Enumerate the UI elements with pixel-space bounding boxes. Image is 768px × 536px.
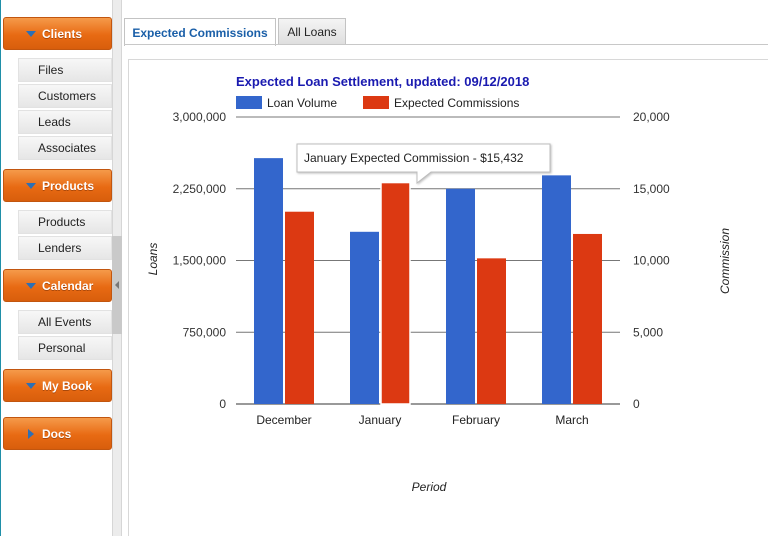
y-tick-label-right: 20,000 <box>633 110 670 124</box>
bar-loan-volume-february[interactable] <box>446 188 475 404</box>
y-tick-label-left: 3,000,000 <box>173 110 227 124</box>
bar-expected-commissions-february[interactable] <box>477 258 506 404</box>
sidebar: Clients Files Customers Leads Associates… <box>1 0 112 536</box>
y-axis-label-left: Loans <box>146 243 160 276</box>
legend-label-loan-volume: Loan Volume <box>267 96 337 110</box>
chevron-down-icon <box>26 183 36 189</box>
y-tick-label-left: 1,500,000 <box>173 254 227 268</box>
x-axis-label: Period <box>412 480 447 494</box>
y-tick-label-right: 0 <box>633 397 640 411</box>
window-left-border <box>0 0 1 536</box>
sidebar-item-files[interactable]: Files <box>18 58 112 82</box>
y-axis-right-ticks: 0 5,000 10,000 15,000 20,000 <box>633 110 670 411</box>
x-tick-label: December <box>256 413 311 427</box>
y-tick-label-right: 10,000 <box>633 254 670 268</box>
sidebar-item-personal[interactable]: Personal <box>18 336 112 360</box>
chevron-down-icon <box>26 31 36 37</box>
x-tick-label: January <box>359 413 402 427</box>
x-axis-ticks: December January February March <box>256 413 588 427</box>
legend-swatch-loan-volume <box>236 96 262 109</box>
chart-title: Expected Loan Settlement, updated: 09/12… <box>236 74 529 89</box>
tabs-divider <box>124 44 768 45</box>
sidebar-group-docs[interactable]: Docs <box>3 417 112 450</box>
sidebar-group-label: Calendar <box>42 278 94 293</box>
sidebar-group-calendar[interactable]: Calendar <box>3 269 112 302</box>
bar-expected-commissions-december[interactable] <box>285 211 314 404</box>
y-tick-label-left: 750,000 <box>183 325 227 339</box>
sidebar-group-label: Docs <box>42 426 72 441</box>
bar-expected-commissions-march[interactable] <box>573 233 602 404</box>
sidebar-group-my-book[interactable]: My Book <box>3 369 112 402</box>
y-tick-label-left: 2,250,000 <box>173 182 227 196</box>
tooltip-box <box>296 143 551 185</box>
sidebar-group-label: Clients <box>42 26 83 41</box>
sidebar-item-leads[interactable]: Leads <box>18 110 112 134</box>
chart-bars <box>254 158 602 405</box>
bar-loan-volume-january[interactable] <box>350 231 379 404</box>
sidebar-item-associates[interactable]: Associates <box>18 136 112 160</box>
tooltip-text: January Expected Commission - $15,432 <box>304 151 524 165</box>
sidebar-group-clients[interactable]: Clients <box>3 17 112 50</box>
y-tick-label-right: 5,000 <box>633 325 663 339</box>
sidebar-group-label: Products <box>42 178 95 193</box>
chevron-down-icon <box>26 383 36 389</box>
legend-swatch-expected-commissions <box>363 96 389 109</box>
sidebar-item-customers[interactable]: Customers <box>18 84 112 108</box>
y-tick-label-right: 15,000 <box>633 182 670 196</box>
bar-tooltip: January Expected Commission - $15,432 <box>296 143 551 185</box>
sidebar-item-all-events[interactable]: All Events <box>18 310 112 334</box>
legend-label-expected-commissions: Expected Commissions <box>394 96 519 110</box>
chevron-right-icon <box>28 429 34 439</box>
tab-expected-commissions[interactable]: Expected Commissions <box>124 18 276 46</box>
x-tick-label: February <box>452 413 500 427</box>
collapse-arrow-icon[interactable] <box>115 281 119 289</box>
bar-loan-volume-december[interactable] <box>254 158 283 404</box>
bar-expected-commissions-january[interactable] <box>380 181 411 405</box>
bar-loan-volume-march[interactable] <box>542 175 571 404</box>
sidebar-item-lenders[interactable]: Lenders <box>18 236 112 260</box>
y-axis-label-right: Commission <box>718 228 732 294</box>
chevron-down-icon <box>26 283 36 289</box>
tab-all-loans[interactable]: All Loans <box>278 18 346 45</box>
sidebar-group-label: My Book <box>42 378 93 393</box>
x-tick-label: March <box>555 413 588 427</box>
y-tick-label-left: 0 <box>219 397 226 411</box>
y-axis-left-ticks: 0 750,000 1,500,000 2,250,000 3,000,000 <box>173 110 227 411</box>
sidebar-group-products[interactable]: Products <box>3 169 112 202</box>
sidebar-item-products[interactable]: Products <box>18 210 112 234</box>
